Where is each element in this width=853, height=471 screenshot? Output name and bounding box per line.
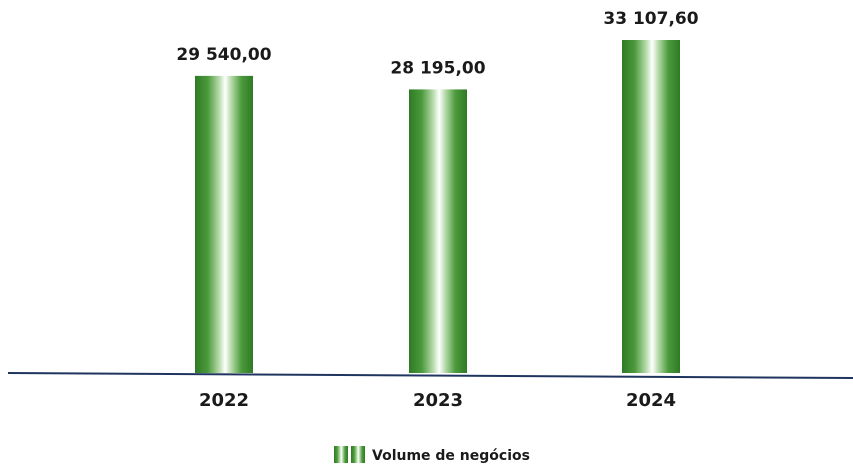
legend-swatch-bar-2 — [351, 446, 365, 463]
x-axis-line — [7, 372, 853, 379]
bar-2022 — [195, 75, 253, 373]
x-tick-label-2024: 2024 — [626, 390, 676, 411]
bar-2024 — [622, 40, 680, 373]
x-tick-label-2022: 2022 — [199, 390, 249, 411]
legend: Volume de negócios — [334, 446, 530, 464]
x-tick-label-2023: 2023 — [413, 390, 463, 411]
bar-2023 — [409, 89, 467, 373]
legend-label: Volume de negócios — [372, 448, 530, 464]
data-label-2022: 29 540,00 — [176, 45, 271, 65]
x-tick-labels-group: 2022 2023 2024 — [199, 390, 676, 411]
legend-swatch-bar-1 — [334, 446, 348, 463]
data-label-2023: 28 195,00 — [390, 58, 485, 78]
data-label-2024: 33 107,60 — [603, 9, 698, 29]
data-labels-group: 29 540,00 28 195,00 33 107,60 — [176, 9, 698, 78]
bars-group — [195, 40, 680, 373]
